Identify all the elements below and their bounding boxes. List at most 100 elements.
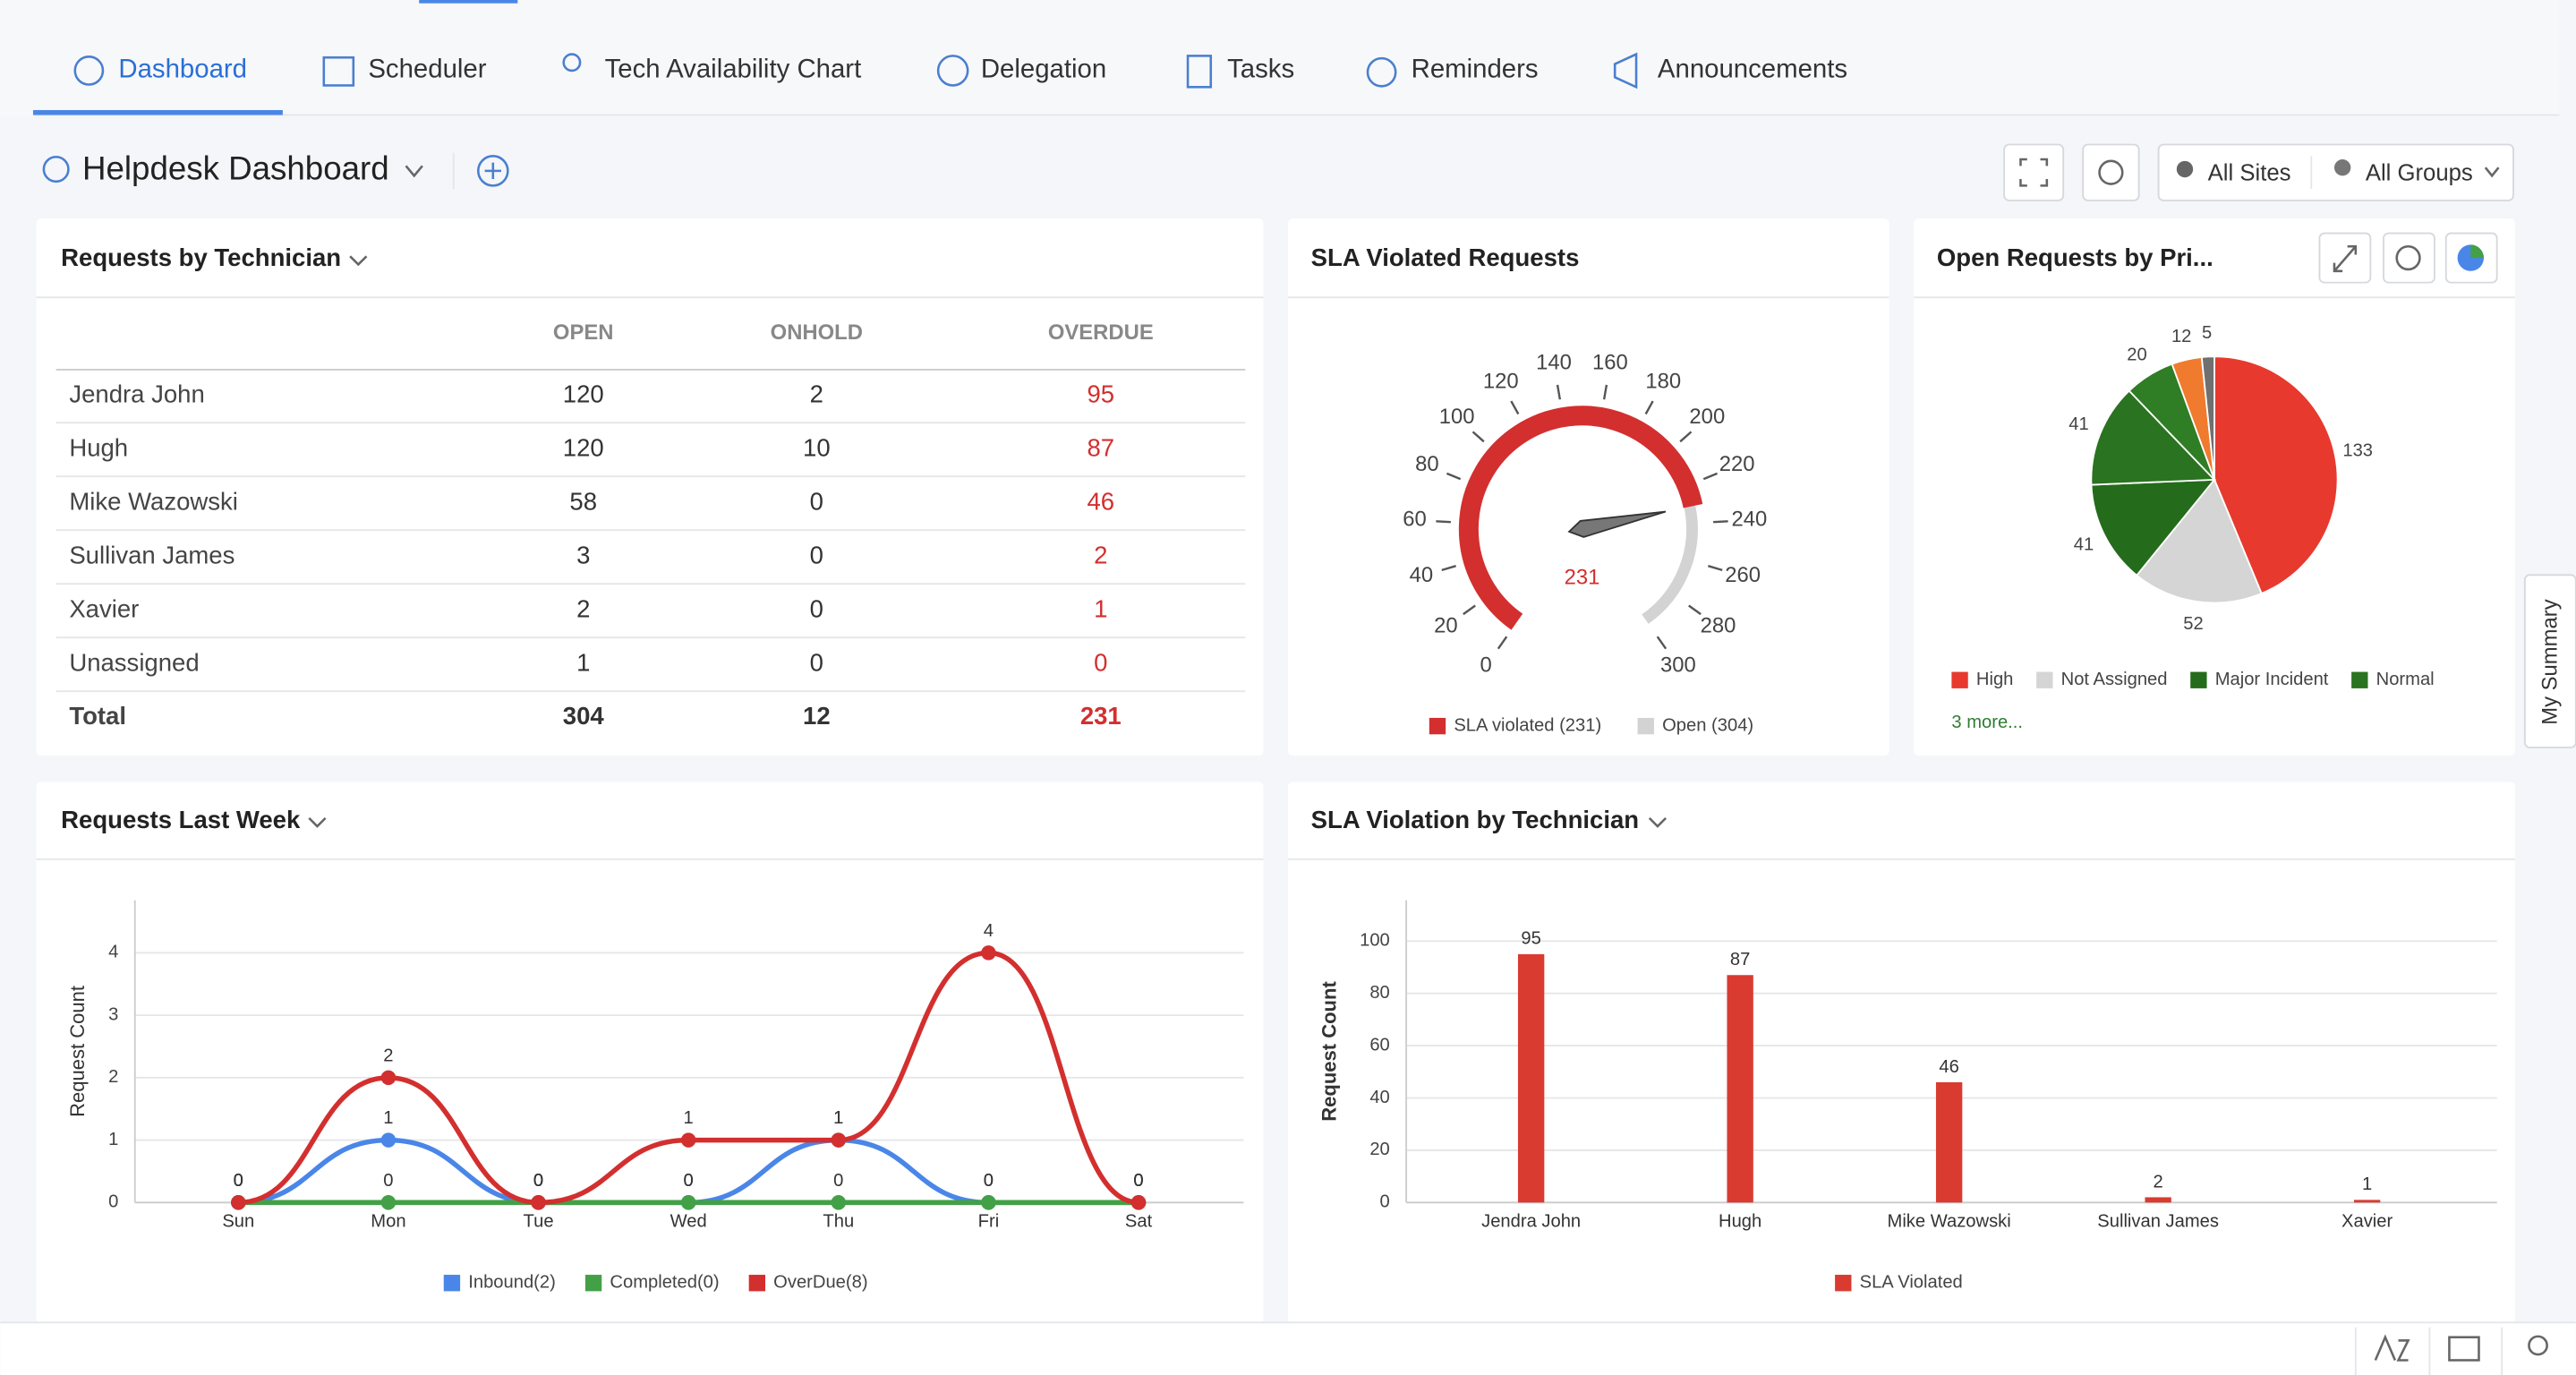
- card-title[interactable]: Requests by Technician: [61, 243, 341, 271]
- data-label: 0: [984, 1171, 994, 1191]
- reminders-icon: [1366, 56, 1397, 88]
- data-point: [380, 1070, 397, 1086]
- cell: 87: [1087, 434, 1114, 462]
- refresh-button[interactable]: [2383, 232, 2435, 284]
- data-point: [680, 1132, 696, 1148]
- y-axis-label: Request Count: [1318, 981, 1341, 1122]
- legend-swatch: [748, 1275, 766, 1292]
- translate-icon[interactable]: [2374, 1334, 2410, 1362]
- nav-tab[interactable]: Reminders: [1412, 55, 1539, 84]
- card: [36, 781, 1264, 1325]
- data-point: [380, 1195, 397, 1210]
- legend-label[interactable]: SLA Violated: [1860, 1273, 1963, 1293]
- legend-swatch: [1429, 717, 1446, 735]
- cell: 2: [576, 595, 590, 623]
- legend-swatch: [1637, 717, 1654, 735]
- cell: 1: [576, 649, 590, 677]
- gauge-tick: [1471, 431, 1485, 443]
- pie-label: 20: [2127, 346, 2146, 365]
- cell: 120: [563, 380, 604, 408]
- x-tick-label: Tue: [524, 1212, 554, 1232]
- legend-label[interactable]: SLA violated (231): [1454, 715, 1601, 735]
- gauge-tick-label: 140: [1536, 351, 1572, 375]
- gauge-tick: [1713, 520, 1728, 524]
- gauge-tick: [1679, 431, 1693, 443]
- legend-label[interactable]: Completed(0): [610, 1273, 719, 1293]
- legend-label[interactable]: OverDue(8): [773, 1273, 867, 1293]
- pie-label: 5: [2202, 323, 2212, 343]
- data-label: 0: [533, 1171, 543, 1191]
- pie-label: 41: [2068, 414, 2088, 434]
- cell: 10: [803, 434, 831, 462]
- legend-label[interactable]: High: [1976, 670, 2014, 689]
- gauge-tick-label: 200: [1689, 405, 1725, 429]
- nav-tab[interactable]: Delegation: [981, 55, 1106, 84]
- settings-button[interactable]: [2082, 143, 2140, 201]
- nav-tab[interactable]: Announcements: [1658, 55, 1847, 84]
- legend-label[interactable]: Open (304): [1662, 715, 1753, 735]
- tasks-icon: [1186, 55, 1213, 89]
- cell: 0: [810, 542, 823, 569]
- data-label: 0: [1133, 1171, 1143, 1191]
- data-label: 95: [1521, 929, 1540, 949]
- sites-filter[interactable]: All Sites: [2208, 160, 2291, 185]
- gauge-value: 231: [1565, 565, 1600, 589]
- cell: 2: [810, 380, 823, 408]
- bar: [2353, 1200, 2381, 1203]
- gauge-tick: [1446, 472, 1462, 481]
- gauge-tick: [1463, 604, 1476, 616]
- pie-slice: [2200, 355, 2215, 480]
- card-title[interactable]: Requests Last Week: [61, 806, 301, 833]
- data-point: [831, 1195, 847, 1210]
- pie-label: 41: [2074, 534, 2094, 554]
- side-tab-label[interactable]: My Summary: [2538, 599, 2563, 724]
- add-button[interactable]: [476, 155, 509, 187]
- y-tick-label: 2: [108, 1067, 118, 1087]
- nav-tab[interactable]: Tasks: [1227, 55, 1294, 84]
- y-tick-label: 100: [1360, 931, 1390, 951]
- card-chevron[interactable]: [1648, 816, 1667, 828]
- fullscreen-button[interactable]: [2003, 143, 2065, 201]
- gauge-tick-label: 280: [1701, 613, 1736, 637]
- dashboard-title[interactable]: Helpdesk Dashboard: [82, 150, 389, 187]
- gauge-tick-label: 300: [1660, 653, 1696, 678]
- notes-icon[interactable]: [2448, 1336, 2480, 1362]
- card-chevron[interactable]: [349, 255, 368, 267]
- nav-tab[interactable]: Scheduler: [368, 55, 486, 84]
- bar: [1935, 1081, 1963, 1203]
- card-title[interactable]: SLA Violation by Technician: [1311, 806, 1639, 833]
- gauge-tick-label: 180: [1645, 369, 1681, 393]
- card: [1288, 218, 1889, 756]
- data-point: [380, 1132, 397, 1148]
- tips-icon[interactable]: [2528, 1335, 2548, 1356]
- bar: [1727, 975, 1753, 1203]
- y-axis-label: Request Count: [66, 986, 89, 1117]
- card-chevron[interactable]: [308, 816, 327, 828]
- nav-icons: [73, 52, 1638, 90]
- nav-tab[interactable]: Tech Availability Chart: [605, 55, 862, 84]
- legend-label[interactable]: Not Assigned: [2061, 670, 2168, 689]
- gauge-tick-label: 220: [1719, 452, 1755, 476]
- title-chevron[interactable]: [405, 165, 423, 178]
- cell: 0: [810, 649, 823, 677]
- legend-swatch: [1835, 1275, 1852, 1292]
- data-label: 1: [383, 1108, 393, 1128]
- gauge-tick: [1497, 636, 1508, 650]
- legend-more[interactable]: 3 more...: [1951, 713, 2023, 732]
- cell: 1: [1094, 595, 1107, 623]
- legend-label[interactable]: Major Incident: [2215, 670, 2329, 689]
- column-header: OVERDUE: [1048, 320, 1154, 345]
- nav-tab[interactable]: Dashboard: [118, 55, 247, 84]
- legend-label[interactable]: Inbound(2): [468, 1273, 556, 1293]
- gauge-track: [1642, 505, 1698, 624]
- gauge-tick-label: 100: [1439, 405, 1475, 429]
- data-label: 87: [1730, 950, 1750, 969]
- legend-label[interactable]: Normal: [2376, 670, 2435, 689]
- groups-filter[interactable]: All Groups: [2366, 160, 2473, 185]
- row-name: Xavier: [69, 595, 139, 623]
- y-tick-label: 60: [1369, 1035, 1389, 1055]
- x-tick-label: Jendra John: [1481, 1212, 1581, 1232]
- y-tick-label: 0: [108, 1192, 118, 1212]
- gauge-tick: [1688, 604, 1702, 616]
